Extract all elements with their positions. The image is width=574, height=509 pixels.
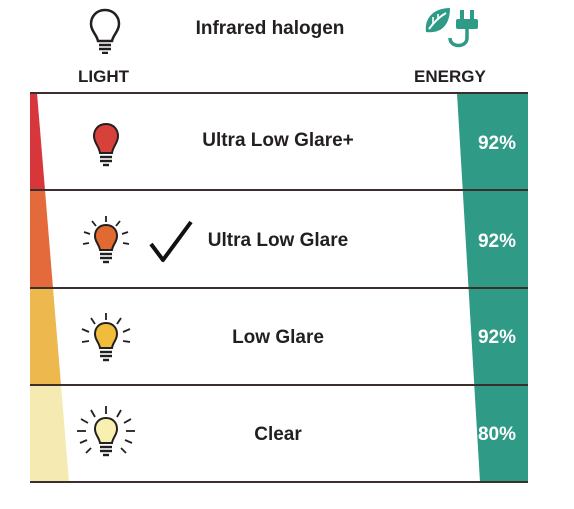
divider bbox=[30, 384, 528, 386]
light-column-label: LIGHT bbox=[78, 67, 129, 86]
light-wedge-segment bbox=[30, 93, 45, 190]
row-label: Ultra Low Glare bbox=[207, 230, 349, 251]
energy-percent: 92% bbox=[477, 327, 517, 348]
divider bbox=[30, 189, 528, 191]
light-wedge-segment bbox=[30, 385, 69, 482]
page-title: Infrared halogen bbox=[195, 18, 345, 39]
checkmark-icon bbox=[148, 218, 194, 269]
bulb-icon-clear-rays bbox=[76, 405, 136, 472]
divider bbox=[30, 92, 528, 94]
leaf-plug-icon bbox=[420, 2, 490, 54]
divider bbox=[30, 481, 528, 483]
energy-percent: 92% bbox=[477, 231, 517, 252]
light-wedge bbox=[30, 93, 69, 482]
divider bbox=[30, 287, 528, 289]
row-label: Ultra Low Glare+ bbox=[202, 130, 354, 151]
light-wedge-segment bbox=[30, 288, 61, 385]
row-label: Low Glare bbox=[232, 327, 324, 348]
light-wedge-segment bbox=[30, 190, 53, 288]
row-label: Clear bbox=[254, 424, 302, 445]
energy-percent: 80% bbox=[477, 424, 517, 445]
energy-column-label: ENERGY bbox=[414, 67, 486, 86]
bulb-icon-yellow-rays bbox=[80, 312, 132, 373]
header-lightbulb-icon bbox=[88, 8, 122, 55]
bulb-icon-red bbox=[88, 120, 124, 175]
bulb-icon-orange-rays bbox=[80, 214, 132, 275]
energy-percent: 92% bbox=[477, 133, 517, 154]
